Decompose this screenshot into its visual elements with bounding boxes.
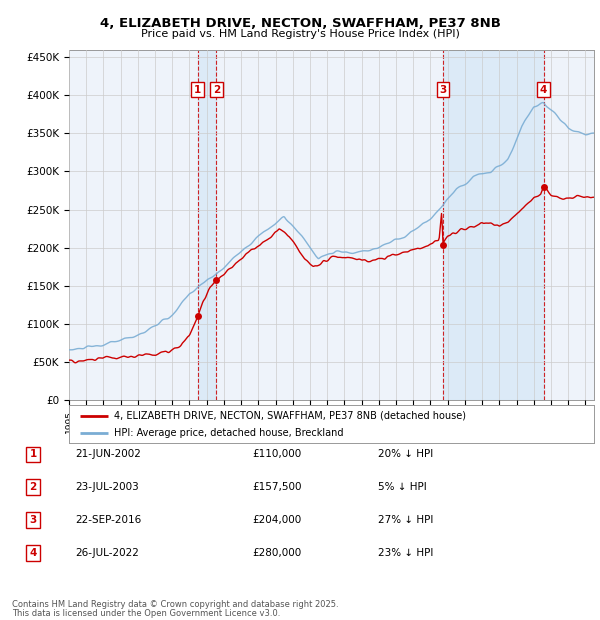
Text: £110,000: £110,000 [252,450,301,459]
Text: £157,500: £157,500 [252,482,302,492]
Text: £280,000: £280,000 [252,548,301,558]
Text: 3: 3 [439,85,446,95]
Text: 23% ↓ HPI: 23% ↓ HPI [378,548,433,558]
Text: £204,000: £204,000 [252,515,301,525]
Text: Contains HM Land Registry data © Crown copyright and database right 2025.: Contains HM Land Registry data © Crown c… [12,600,338,609]
Text: 5% ↓ HPI: 5% ↓ HPI [378,482,427,492]
Text: 22-SEP-2016: 22-SEP-2016 [75,515,141,525]
Text: 4, ELIZABETH DRIVE, NECTON, SWAFFHAM, PE37 8NB: 4, ELIZABETH DRIVE, NECTON, SWAFFHAM, PE… [100,17,500,30]
Text: 4: 4 [540,85,547,95]
Text: 4: 4 [29,548,37,558]
Text: 23-JUL-2003: 23-JUL-2003 [75,482,139,492]
Text: This data is licensed under the Open Government Licence v3.0.: This data is licensed under the Open Gov… [12,609,280,618]
Text: Price paid vs. HM Land Registry's House Price Index (HPI): Price paid vs. HM Land Registry's House … [140,29,460,39]
Text: 1: 1 [29,450,37,459]
Text: 27% ↓ HPI: 27% ↓ HPI [378,515,433,525]
Text: 1: 1 [194,85,201,95]
Bar [443,50,544,400]
Bar [197,50,217,400]
Text: 2: 2 [29,482,37,492]
Text: 21-JUN-2002: 21-JUN-2002 [75,450,141,459]
Text: 4, ELIZABETH DRIVE, NECTON, SWAFFHAM, PE37 8NB (detached house): 4, ELIZABETH DRIVE, NECTON, SWAFFHAM, PE… [113,410,466,420]
Text: 26-JUL-2022: 26-JUL-2022 [75,548,139,558]
Text: 3: 3 [29,515,37,525]
Text: 2: 2 [213,85,220,95]
Text: HPI: Average price, detached house, Breckland: HPI: Average price, detached house, Brec… [113,428,343,438]
Text: 20% ↓ HPI: 20% ↓ HPI [378,450,433,459]
